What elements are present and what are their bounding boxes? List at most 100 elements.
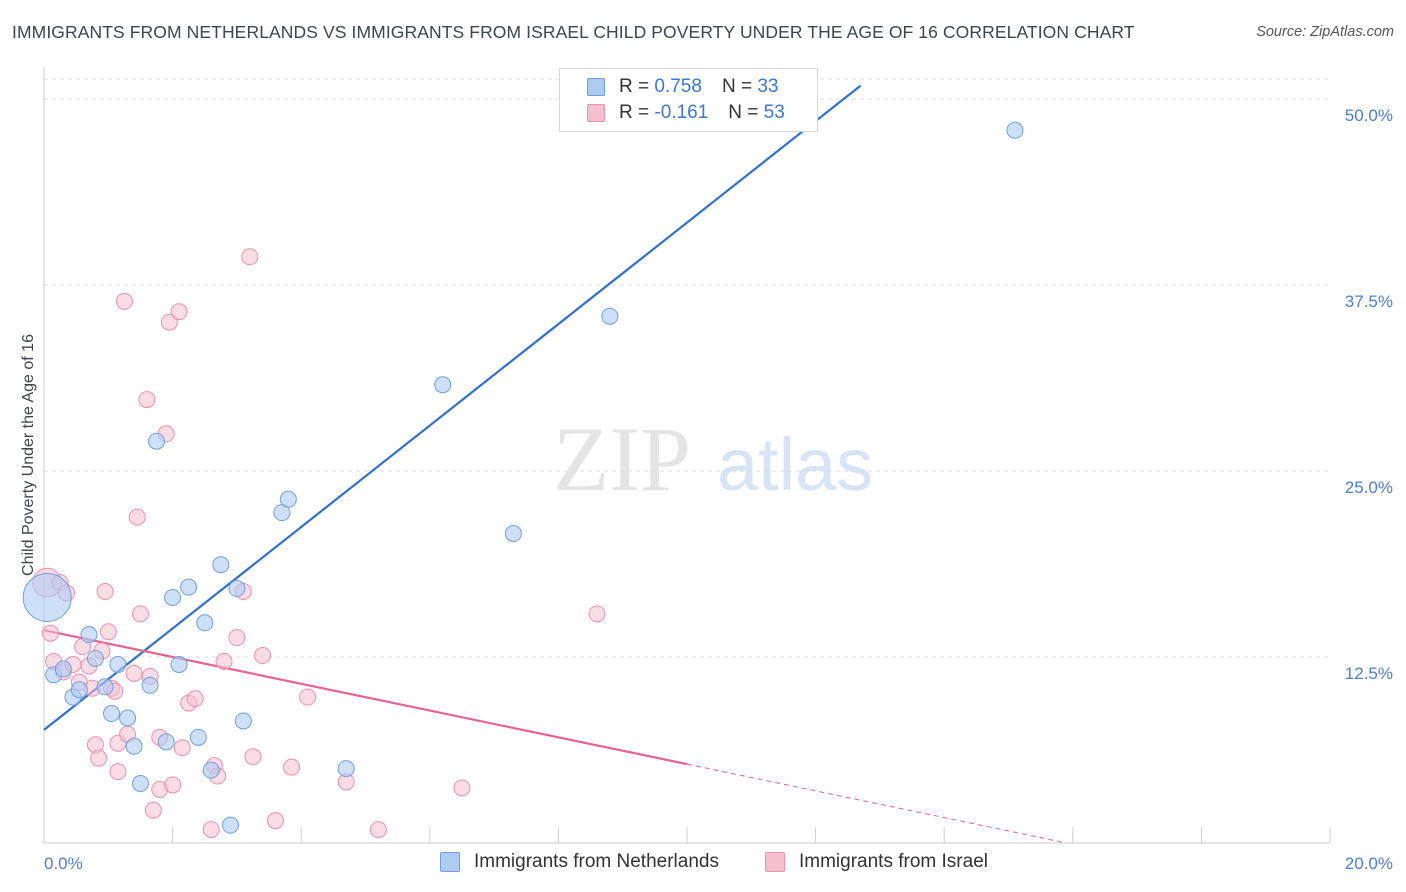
netherlands-point <box>228 580 246 598</box>
legend-row-israel: R = -0.161 N = 53 <box>587 101 785 125</box>
israel-point <box>202 821 220 839</box>
israel-trend-line <box>43 629 688 766</box>
israel-point <box>588 605 606 623</box>
x-tick-labels: 0.0% 20.0% <box>44 854 1393 873</box>
netherlands-point <box>22 572 72 622</box>
israel-point <box>173 739 191 757</box>
netherlands-point <box>86 649 104 667</box>
netherlands-point <box>1006 121 1024 139</box>
netherlands-point <box>80 626 98 644</box>
israel-swatch <box>765 852 785 872</box>
israel-point <box>244 748 262 766</box>
trend-lines <box>43 84 1067 844</box>
netherlands-point <box>54 660 72 678</box>
source-label: Source: ZipAtlas.com <box>1256 24 1394 40</box>
israel-point <box>453 779 471 797</box>
netherlands-swatch <box>587 78 605 96</box>
y-tick-label: 25.0% <box>1345 478 1393 497</box>
netherlands-point <box>180 578 198 596</box>
netherlands-point <box>279 490 297 508</box>
netherlands-point <box>96 678 114 696</box>
israel-point <box>96 583 114 601</box>
netherlands-point <box>131 774 149 792</box>
gridlines <box>44 78 1330 658</box>
israel-series-label: Immigrants from Israel <box>799 851 988 872</box>
netherlands-point <box>196 614 214 632</box>
netherlands-point <box>337 760 355 778</box>
netherlands-n-value: 33 <box>757 76 779 97</box>
chart-title: IMMIGRANTS FROM NETHERLANDS VS IMMIGRANT… <box>12 22 1135 42</box>
israel-point <box>109 763 127 781</box>
netherlands-point <box>221 816 239 834</box>
netherlands-point <box>202 761 220 779</box>
israel-point <box>131 605 149 623</box>
x-tick-label: 0.0% <box>44 854 83 873</box>
israel-swatch <box>587 104 605 122</box>
netherlands-swatch <box>440 852 460 872</box>
y-tick-label: 12.5% <box>1345 664 1393 683</box>
israel-trend-extension <box>686 763 1067 844</box>
netherlands-point <box>157 733 175 751</box>
israel-point <box>266 812 284 830</box>
netherlands-point <box>103 705 121 723</box>
legend-n-label: N = <box>728 102 759 123</box>
netherlands-point <box>109 655 127 673</box>
israel-point <box>299 688 317 706</box>
series-legend-israel[interactable]: Immigrants from Israel <box>765 851 988 873</box>
legend-r-label: R = <box>619 76 650 97</box>
y-tick-label: 50.0% <box>1345 106 1393 125</box>
israel-point <box>128 508 146 526</box>
y-tick-labels: 12.5% 25.0% 37.5% 50.0% <box>1345 106 1393 683</box>
israel-point <box>186 690 204 708</box>
netherlands-point <box>148 432 166 450</box>
israel-point <box>254 647 272 665</box>
legend-n-label: N = <box>721 76 753 97</box>
israel-point <box>164 776 182 794</box>
watermark-zip: ZIP <box>553 408 691 510</box>
netherlands-point <box>601 307 619 325</box>
israel-point <box>115 292 133 310</box>
correlation-legend: R = 0.758 N = 33 R = -0.161 N = 53 <box>559 68 818 132</box>
watermark-atlas: atlas <box>717 423 873 506</box>
y-tick-label: 37.5% <box>1345 292 1393 311</box>
watermark: ZIP atlas <box>553 408 873 510</box>
netherlands-trend-line <box>43 84 862 731</box>
israel-r-value: -0.161 <box>654 102 709 123</box>
series-legend: Immigrants from Netherlands Immigrants f… <box>0 851 1406 877</box>
israel-point <box>241 248 259 266</box>
israel-point <box>283 758 301 776</box>
netherlands-point <box>70 681 88 699</box>
israel-point <box>90 749 108 767</box>
x-tick-label: 20.0% <box>1345 854 1393 873</box>
israel-n-value: 53 <box>763 102 785 123</box>
legend-row-netherlands: R = 0.758 N = 33 <box>587 75 778 99</box>
israel-point <box>41 624 59 642</box>
netherlands-series-label: Immigrants from Netherlands <box>474 851 719 872</box>
netherlands-points <box>22 121 1024 834</box>
netherlands-point <box>504 524 522 542</box>
netherlands-point <box>119 709 137 727</box>
netherlands-point <box>212 556 230 574</box>
israel-points <box>32 248 606 839</box>
netherlands-r-value: 0.758 <box>654 76 702 97</box>
israel-point <box>144 801 162 819</box>
israel-point <box>138 391 156 409</box>
netherlands-point <box>434 376 452 394</box>
netherlands-point <box>170 655 188 673</box>
israel-point <box>228 629 246 647</box>
israel-point <box>99 623 117 641</box>
netherlands-point <box>234 712 252 730</box>
axes <box>43 67 1331 844</box>
netherlands-point <box>125 737 143 755</box>
series-legend-netherlands[interactable]: Immigrants from Netherlands <box>440 851 719 873</box>
netherlands-point <box>164 588 182 606</box>
legend-r-label: R = <box>619 102 650 123</box>
israel-point <box>125 664 143 682</box>
israel-point <box>160 313 178 331</box>
israel-point <box>170 303 188 321</box>
netherlands-point <box>189 728 207 746</box>
israel-point <box>369 821 387 839</box>
y-axis-label: Child Poverty Under the Age of 16 <box>20 334 37 576</box>
israel-point <box>215 652 233 670</box>
